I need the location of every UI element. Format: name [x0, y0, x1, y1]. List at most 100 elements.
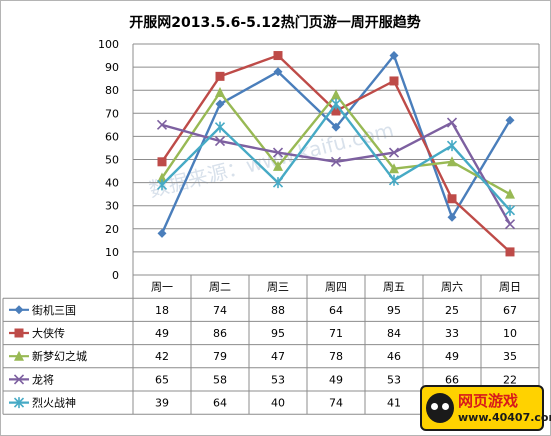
- legend-label-3: 龙将: [32, 373, 54, 386]
- table-cell-1-2: 95: [271, 327, 285, 340]
- table-cell-4-1: 64: [213, 397, 227, 410]
- logo-mascot-icon: [426, 393, 454, 423]
- legend-marker-4: [13, 397, 25, 409]
- table-cell-4-2: 40: [271, 397, 285, 410]
- data-point-1-3: [331, 106, 341, 116]
- data-point-2-6: [505, 188, 515, 199]
- table-cell-3-0: 65: [155, 373, 169, 386]
- table-cell-3-3: 49: [329, 373, 343, 386]
- data-point-4-5: [446, 140, 458, 152]
- table-cell-4-0: 39: [155, 397, 169, 410]
- legend-marker-3: [13, 374, 25, 385]
- table-cell-3-1: 58: [213, 373, 227, 386]
- data-point-2-2: [273, 160, 283, 171]
- table-cell-1-3: 71: [329, 327, 343, 340]
- data-point-3-1: [214, 135, 226, 147]
- data-point-0-0: [157, 228, 167, 238]
- data-point-0-1: [215, 99, 225, 109]
- table-cell-1-4: 84: [387, 327, 401, 340]
- data-point-2-0: [157, 172, 167, 183]
- table-cell-1-0: 49: [155, 327, 169, 340]
- category-label-1: 周二: [209, 281, 231, 294]
- y-tick-label-100: 100: [98, 38, 119, 51]
- logo-main-text: 网页游戏: [458, 392, 519, 410]
- y-tick-label-20: 20: [105, 223, 119, 236]
- y-tick-label-80: 80: [105, 84, 119, 97]
- category-label-3: 周四: [325, 281, 347, 294]
- table-cell-3-6: 22: [503, 373, 517, 386]
- table-cell-0-4: 95: [387, 304, 401, 317]
- data-point-1-2: [273, 51, 283, 61]
- table-cell-0-1: 74: [213, 304, 227, 317]
- table-cell-0-0: 18: [155, 304, 169, 317]
- y-tick-label-50: 50: [105, 154, 119, 167]
- table-cell-3-2: 53: [271, 373, 285, 386]
- y-tick-label-60: 60: [105, 130, 119, 143]
- table-cell-2-2: 47: [271, 350, 285, 363]
- data-point-4-1: [214, 121, 226, 133]
- legend-marker-0: [14, 305, 24, 315]
- series-line-4: [161, 102, 511, 212]
- legend-label-2: 新梦幻之城: [32, 349, 87, 363]
- table-cell-1-6: 10: [503, 327, 517, 340]
- category-label-0: 周一: [151, 281, 173, 294]
- data-point-3-5: [446, 117, 458, 128]
- table-cell-2-1: 79: [213, 350, 227, 363]
- data-point-3-6: [504, 219, 516, 230]
- data-point-0-6: [505, 115, 515, 125]
- data-point-2-3: [331, 89, 341, 100]
- table-cell-2-5: 49: [445, 350, 459, 363]
- table-cell-2-4: 46: [387, 350, 401, 363]
- legend-label-0: 街机三国: [32, 303, 76, 317]
- y-tick-label-30: 30: [105, 200, 119, 213]
- table-cell-2-0: 42: [155, 350, 169, 363]
- data-point-2-1: [215, 87, 225, 98]
- y-tick-label-40: 40: [105, 177, 119, 190]
- data-point-1-5: [447, 194, 457, 204]
- data-point-4-3: [330, 98, 342, 110]
- y-tick-label-70: 70: [105, 107, 119, 120]
- category-label-4: 周五: [383, 281, 405, 294]
- table-cell-0-6: 67: [503, 304, 517, 317]
- data-point-3-3: [330, 156, 342, 167]
- table-cell-0-5: 25: [445, 304, 459, 317]
- site-logo: 网页游戏 www.40407.com: [420, 385, 551, 431]
- data-point-2-5: [447, 156, 457, 167]
- table-cell-4-3: 74: [329, 397, 343, 410]
- category-label-2: 周三: [267, 281, 289, 294]
- legend-marker-2: [14, 350, 24, 361]
- y-tick-label-0: 0: [112, 269, 119, 282]
- logo-sub-text: www.40407.com: [458, 411, 551, 424]
- legend-label-1: 大侠传: [32, 326, 65, 340]
- chart-title: 开服网2013.5.6-5.12热门页游一周开服趋势: [129, 14, 420, 31]
- data-point-3-4: [388, 147, 400, 158]
- data-point-3-2: [272, 147, 284, 158]
- y-tick-label-90: 90: [105, 61, 119, 74]
- table-cell-2-6: 35: [503, 350, 517, 363]
- data-point-1-1: [215, 71, 225, 81]
- data-point-3-0: [156, 119, 168, 130]
- data-point-4-4: [388, 174, 400, 186]
- data-point-0-2: [273, 67, 283, 77]
- table-cell-1-1: 86: [213, 327, 227, 340]
- data-point-0-4: [389, 51, 399, 61]
- table-cell-3-5: 66: [445, 373, 459, 386]
- data-point-4-6: [504, 204, 516, 216]
- table-cell-0-3: 64: [329, 304, 343, 317]
- data-point-1-6: [505, 247, 515, 257]
- table-cell-3-4: 53: [387, 373, 401, 386]
- y-tick-label-10: 10: [105, 246, 119, 259]
- table-cell-2-3: 78: [329, 350, 343, 363]
- data-point-4-0: [156, 179, 168, 191]
- legend-label-4: 烈火战神: [32, 396, 76, 410]
- data-point-0-5: [447, 212, 457, 222]
- category-label-5: 周六: [441, 281, 463, 294]
- legend-marker-1: [14, 328, 24, 338]
- data-point-2-4: [389, 163, 399, 174]
- table-cell-4-4: 41: [387, 397, 401, 410]
- data-point-1-4: [389, 76, 399, 86]
- table-cell-0-2: 88: [271, 304, 285, 317]
- data-point-4-2: [272, 177, 284, 189]
